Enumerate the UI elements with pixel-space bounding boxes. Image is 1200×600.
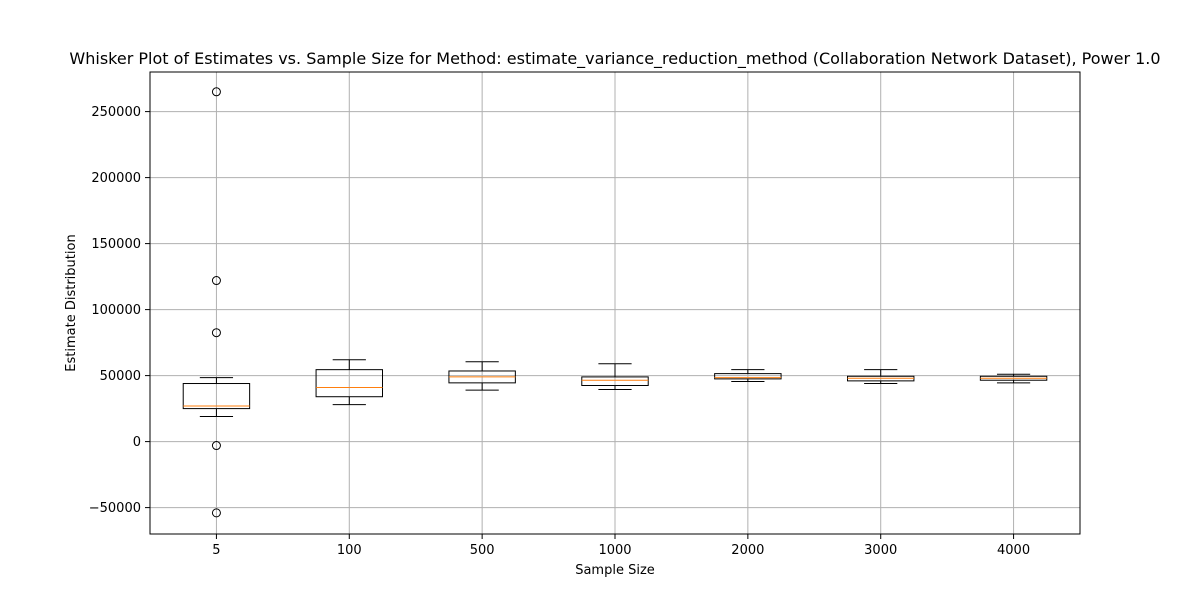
y-tick-label: 250000	[91, 105, 141, 120]
box-group	[979, 373, 1048, 384]
y-tick-label: 50000	[100, 369, 141, 384]
y-tick-label: 150000	[91, 237, 141, 252]
box-group	[847, 369, 915, 385]
iqr-box	[581, 376, 649, 387]
box-group	[581, 363, 649, 390]
box-group	[448, 361, 516, 391]
x-axis-label: Sample Size	[575, 563, 655, 578]
y-axis-label: Estimate Distribution	[64, 234, 79, 371]
box-group	[315, 359, 384, 406]
y-tick-label: 0	[133, 435, 141, 450]
outlier-point	[211, 87, 221, 97]
outlier-point	[211, 276, 221, 286]
x-tick-label: 5	[212, 543, 220, 558]
outlier-point	[211, 328, 221, 338]
x-tick-label: 100	[337, 543, 362, 558]
x-tick-label: 2000	[731, 543, 764, 558]
x-tick-label: 500	[470, 543, 495, 558]
iqr-box	[182, 383, 251, 410]
outlier-point	[211, 441, 221, 451]
box-group	[714, 369, 782, 383]
outlier-point	[211, 508, 221, 518]
x-tick-label: 3000	[864, 543, 897, 558]
iqr-box	[714, 373, 782, 380]
axis-ticks: 5 100 500 1000 2000 3000 4000 −50000 0 50000 10000…	[89, 105, 1030, 558]
x-tick-label: 4000	[997, 543, 1030, 558]
chart-title: Whisker Plot of Estimates vs. Sample Siz…	[69, 49, 1160, 69]
box-group	[182, 87, 251, 518]
iqr-box	[315, 369, 384, 398]
box-series	[182, 87, 1048, 518]
y-tick-label: −50000	[89, 501, 141, 516]
x-tick-label: 1000	[598, 543, 631, 558]
grid-lines	[150, 72, 1080, 534]
y-tick-label: 200000	[91, 171, 141, 186]
y-tick-label: 100000	[91, 303, 141, 318]
